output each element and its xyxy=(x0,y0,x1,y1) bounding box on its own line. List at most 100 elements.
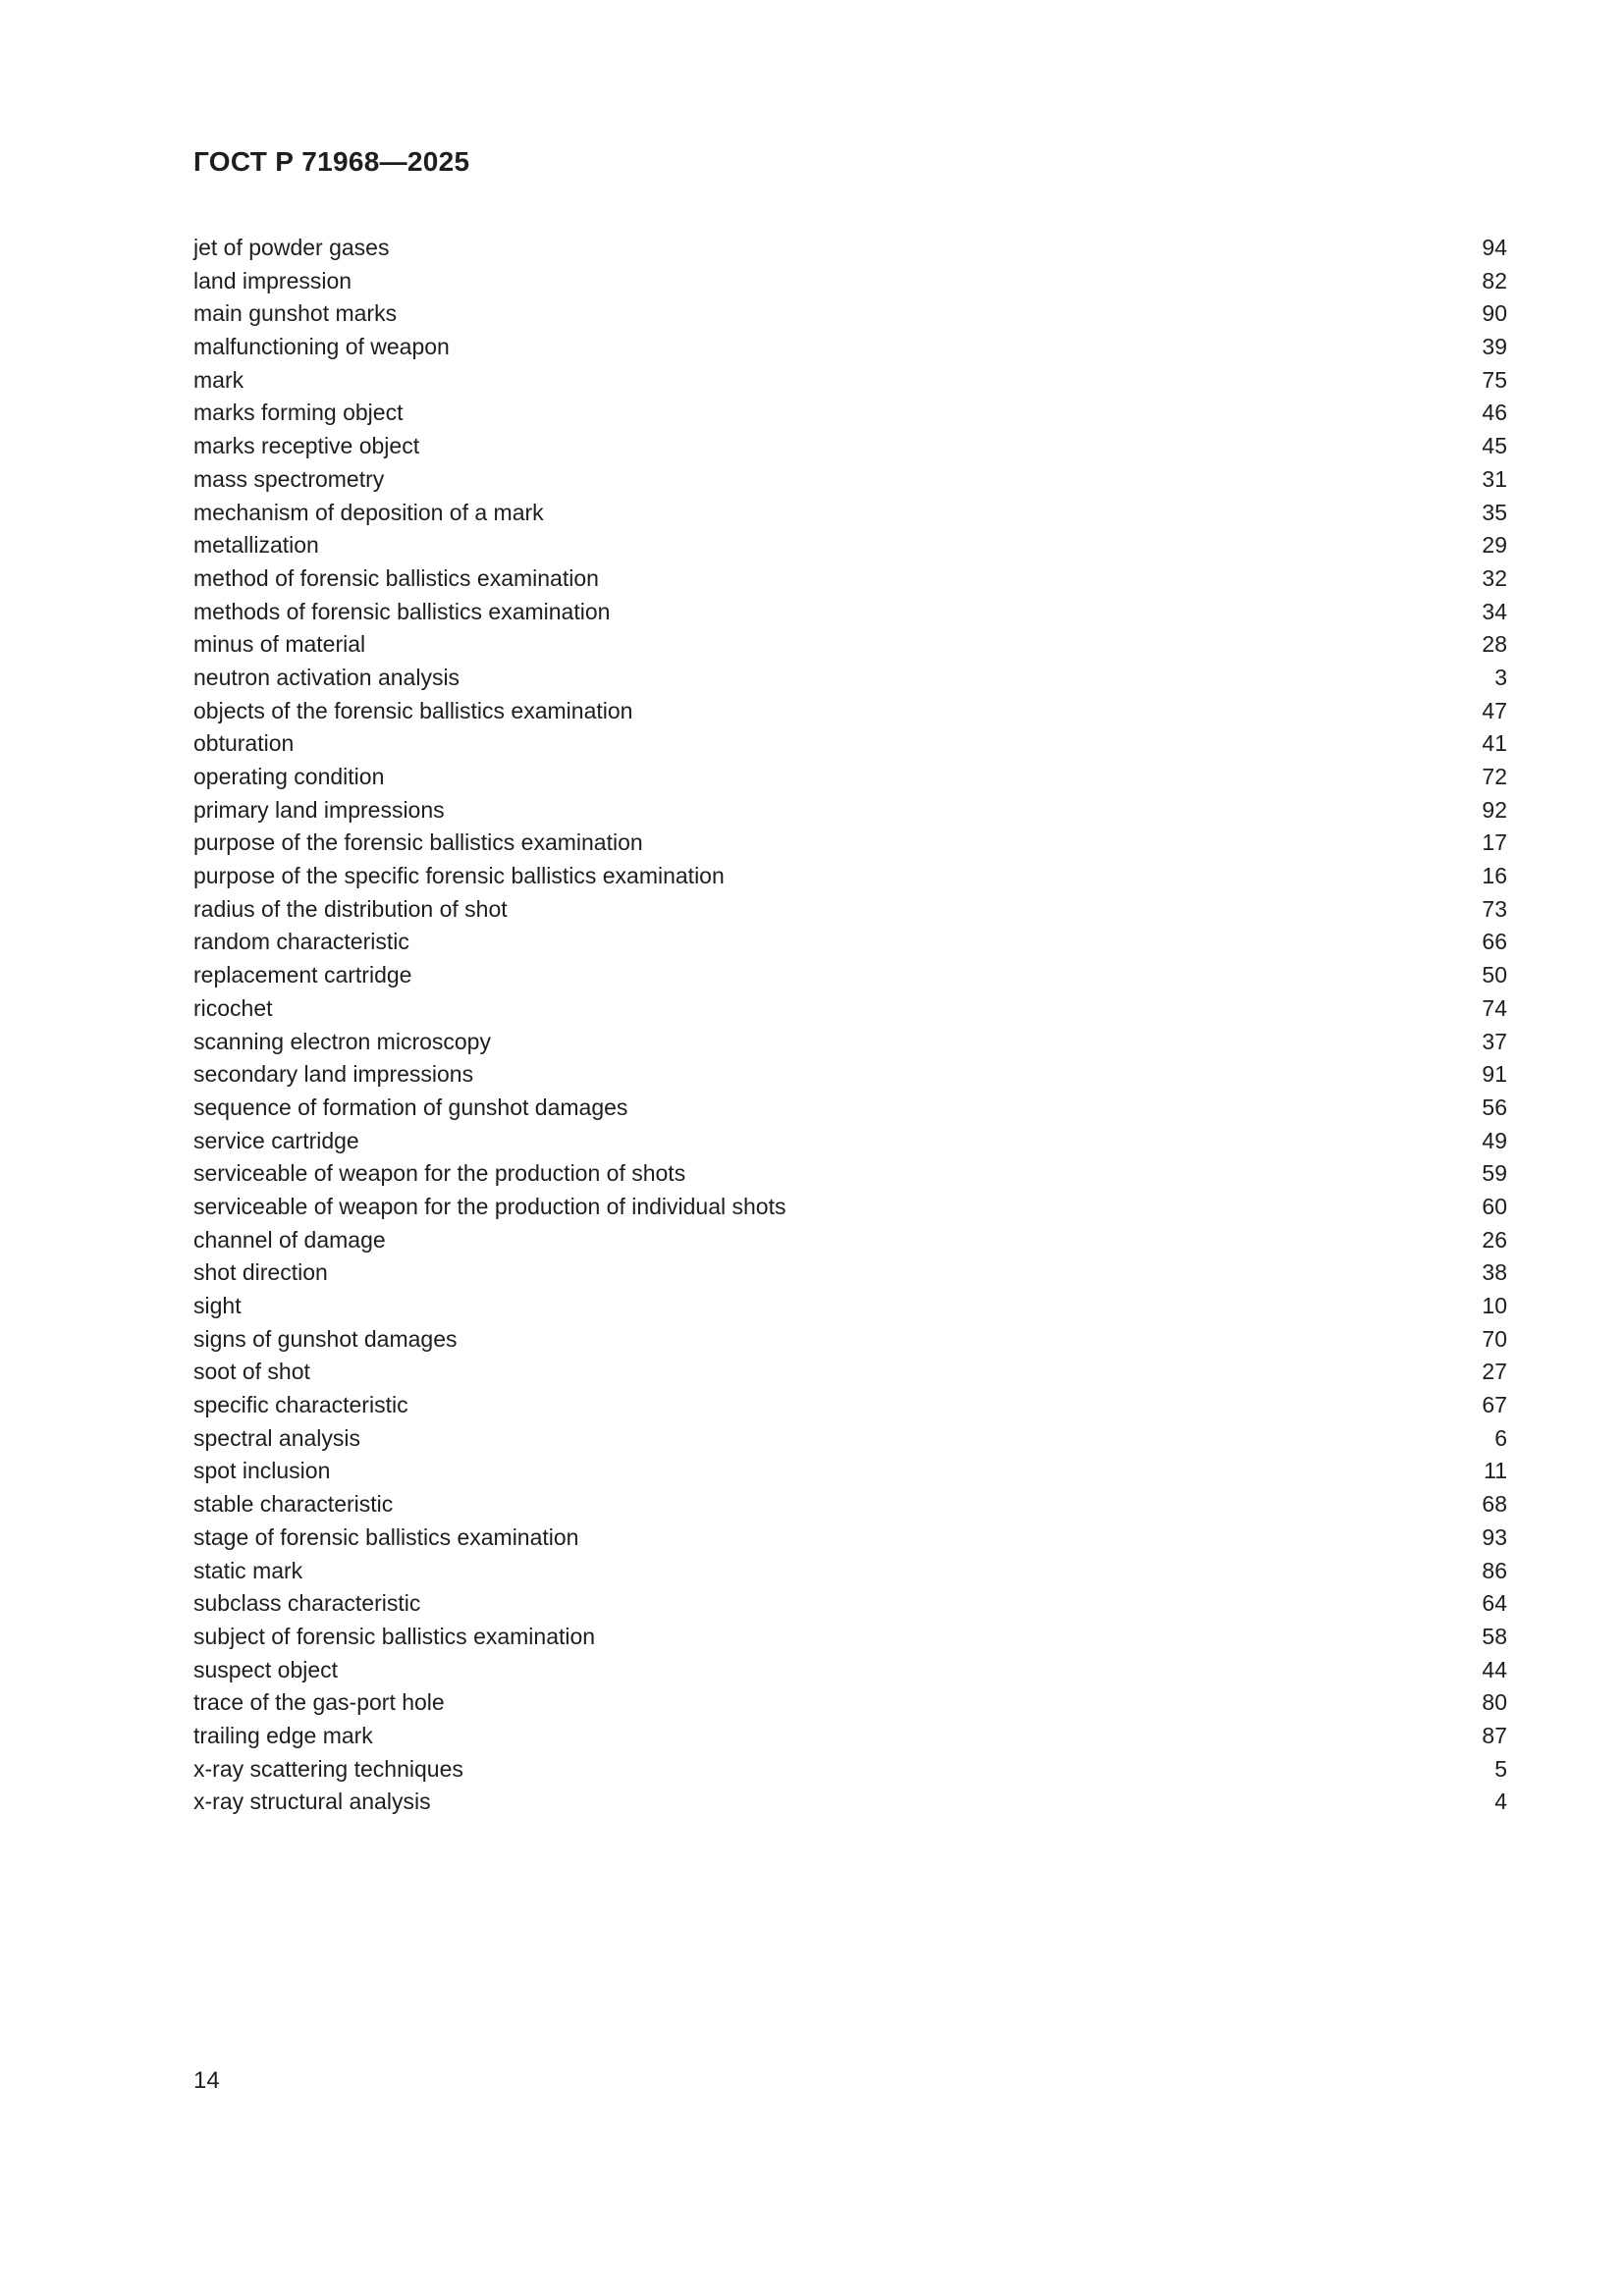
index-page-number: 44 xyxy=(1482,1656,1507,1682)
index-term: objects of the forensic ballistics exami… xyxy=(193,697,633,723)
index-entry-row: mechanism of deposition of a mark 35 xyxy=(193,497,1507,530)
index-entry-row: serviceable of weapon for the production… xyxy=(193,1157,1507,1191)
index-term: spectral analysis xyxy=(193,1424,361,1451)
index-entry-row: x-ray structural analysis 4 xyxy=(193,1786,1507,1819)
index-page-number: 74 xyxy=(1482,994,1507,1021)
index-entry-row: main gunshot marks 90 xyxy=(193,297,1507,331)
index-entry-row: marks receptive object 45 xyxy=(193,430,1507,463)
index-page-number: 27 xyxy=(1482,1359,1507,1385)
index-term: serviceable of weapon for the production… xyxy=(193,1193,786,1219)
index-entry-row: soot of shot 27 xyxy=(193,1356,1507,1389)
index-page-number: 60 xyxy=(1482,1193,1507,1219)
index-term: channel of damage xyxy=(193,1226,386,1253)
index-page-number: 66 xyxy=(1482,929,1507,955)
index-entry-row: signs of gunshot damages 70 xyxy=(193,1323,1507,1357)
index-entry-row: subclass characteristic 64 xyxy=(193,1587,1507,1621)
index-term: subclass characteristic xyxy=(193,1590,421,1617)
index-term: spot inclusion xyxy=(193,1458,331,1484)
index-entry-row: purpose of the forensic ballistics exami… xyxy=(193,827,1507,860)
index-term: malfunctioning of weapon xyxy=(193,334,450,360)
index-page-number: 68 xyxy=(1482,1491,1507,1518)
index-entry-row: stable characteristic 68 xyxy=(193,1488,1507,1522)
index-page-number: 80 xyxy=(1482,1689,1507,1716)
index-page-number: 67 xyxy=(1482,1392,1507,1418)
index-term: signs of gunshot damages xyxy=(193,1325,458,1352)
index-page-number: 26 xyxy=(1482,1226,1507,1253)
index-page-number: 86 xyxy=(1482,1557,1507,1583)
index-entry-row: methods of forensic ballistics examinati… xyxy=(193,596,1507,629)
index-term: operating condition xyxy=(193,764,385,789)
index-term: sight xyxy=(193,1293,242,1318)
index-page-number: 91 xyxy=(1482,1061,1507,1088)
index-entry-row: stage of forensic ballistics examination… xyxy=(193,1522,1507,1555)
index-term: obturation xyxy=(193,730,295,757)
index-entry-row: trailing edge mark 87 xyxy=(193,1720,1507,1753)
index-term: mark xyxy=(193,366,244,393)
index-page-number: 4 xyxy=(1494,1789,1507,1815)
index-term: method of forensic ballistics examinatio… xyxy=(193,564,599,591)
index-entry-row: sequence of formation of gunshot damages… xyxy=(193,1092,1507,1125)
index-term: neutron activation analysis xyxy=(193,664,460,690)
index-page-number: 17 xyxy=(1482,829,1507,856)
index-entry-row: trace of the gas-port hole 80 xyxy=(193,1686,1507,1720)
index-entry-row: jet of powder gases 94 xyxy=(193,232,1507,265)
index-page-number: 50 xyxy=(1482,962,1507,988)
index-page-number: 59 xyxy=(1482,1160,1507,1187)
index-term: land impression xyxy=(193,267,352,294)
index-page-number: 38 xyxy=(1482,1259,1507,1286)
index-entry-row: operating condition 72 xyxy=(193,761,1507,794)
index-page-number: 73 xyxy=(1482,895,1507,922)
index-entry-row: scanning electron microscopy 37 xyxy=(193,1026,1507,1059)
index-page-number: 90 xyxy=(1482,300,1507,327)
index-entry-row: obturation 41 xyxy=(193,727,1507,761)
index-term: primary land impressions xyxy=(193,796,445,823)
index-entry-row: static mark 86 xyxy=(193,1555,1507,1588)
index-term: purpose of the forensic ballistics exami… xyxy=(193,829,643,856)
index-entry-row: sight 10 xyxy=(193,1290,1507,1323)
index-entry-row: service cartridge 49 xyxy=(193,1125,1507,1158)
index-entry-row: metallization 29 xyxy=(193,529,1507,562)
index-page-number: 82 xyxy=(1482,267,1507,294)
index-term: minus of material xyxy=(193,631,366,658)
index-page-number: 29 xyxy=(1482,532,1507,559)
index-entry-row: secondary land impressions 91 xyxy=(193,1058,1507,1092)
index-page-number: 46 xyxy=(1482,400,1507,426)
index-entry-row: specific characteristic 67 xyxy=(193,1389,1507,1422)
index-page-number: 41 xyxy=(1482,730,1507,757)
index-term: main gunshot marks xyxy=(193,300,398,327)
index-entry-row: spot inclusion 11 xyxy=(193,1455,1507,1488)
index-page-number: 94 xyxy=(1482,235,1507,260)
index-page-number: 58 xyxy=(1482,1623,1507,1649)
index-entry-row: spectral analysis 6 xyxy=(193,1422,1507,1456)
index-page-number: 35 xyxy=(1482,499,1507,525)
index-term: serviceable of weapon for the production… xyxy=(193,1160,686,1187)
index-term: stage of forensic ballistics examination xyxy=(193,1523,579,1550)
index-entry-row: neutron activation analysis 3 xyxy=(193,662,1507,695)
index-entry-row: radius of the distribution of shot 73 xyxy=(193,893,1507,927)
page-number-footer: 14 xyxy=(193,2067,220,2094)
index-term: static mark xyxy=(193,1557,303,1583)
index-page-number: 93 xyxy=(1482,1523,1507,1550)
index-term: specific characteristic xyxy=(193,1392,408,1418)
index-term: replacement cartridge xyxy=(193,962,412,988)
index-entry-row: method of forensic ballistics examinatio… xyxy=(193,562,1507,596)
index-entry-row: replacement cartridge 50 xyxy=(193,959,1507,992)
index-entry-row: malfunctioning of weapon 39 xyxy=(193,331,1507,364)
index-term: metallization xyxy=(193,532,319,559)
index-entry-row: shot direction 38 xyxy=(193,1256,1507,1290)
alphabetical-index-list: jet of powder gases 94 land impression 82 ma… xyxy=(193,232,1507,1819)
index-entry-row: serviceable of weapon for the production… xyxy=(193,1191,1507,1224)
index-page-number: 56 xyxy=(1482,1094,1507,1120)
index-term: soot of shot xyxy=(193,1359,310,1385)
index-entry-row: ricochet 74 xyxy=(193,992,1507,1026)
index-term: random characteristic xyxy=(193,929,409,955)
index-page-number: 5 xyxy=(1494,1755,1507,1782)
index-page-number: 72 xyxy=(1482,764,1507,789)
index-entry-row: x-ray scattering techniques 5 xyxy=(193,1753,1507,1787)
index-entry-row: channel of damage 26 xyxy=(193,1224,1507,1257)
index-term: mass spectrometry xyxy=(193,465,385,492)
index-page-number: 64 xyxy=(1482,1590,1507,1617)
index-page-number: 87 xyxy=(1482,1722,1507,1748)
index-entry-row: mark 75 xyxy=(193,364,1507,398)
index-page-number: 47 xyxy=(1482,697,1507,723)
